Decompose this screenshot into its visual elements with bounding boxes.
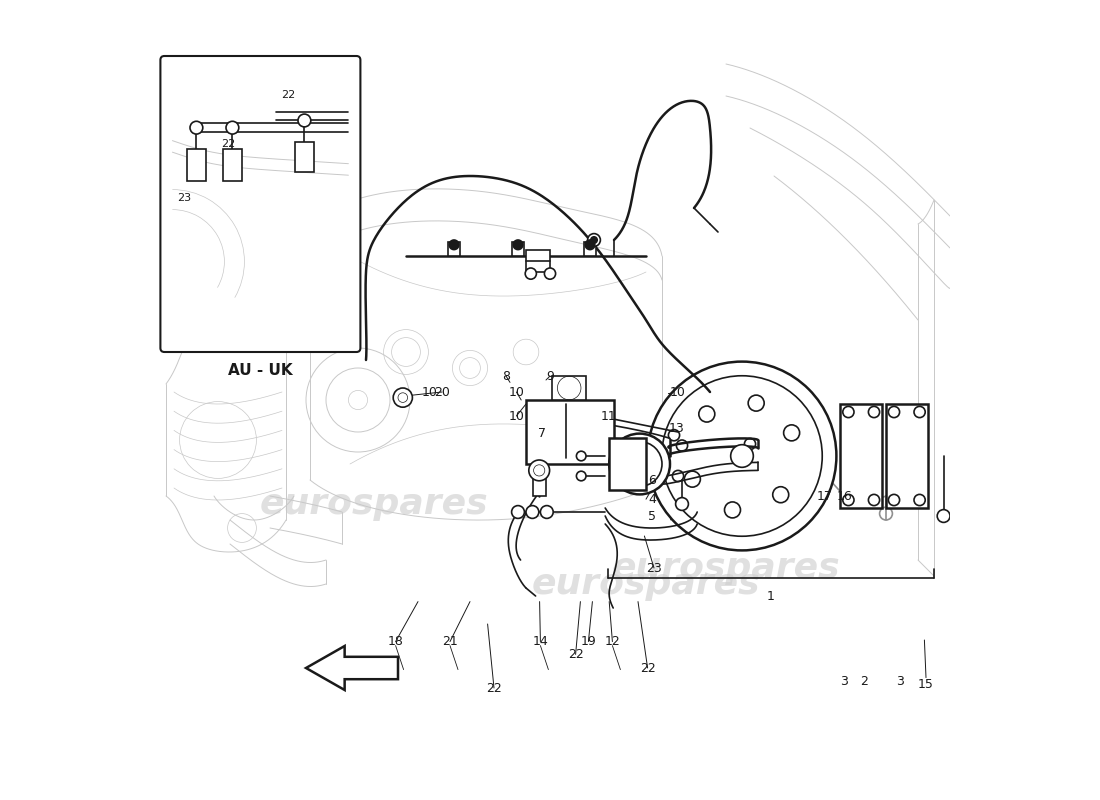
- Text: 13: 13: [669, 422, 684, 434]
- Text: 22: 22: [486, 682, 502, 694]
- Polygon shape: [306, 646, 398, 690]
- Text: 15: 15: [918, 678, 934, 690]
- Text: 16: 16: [836, 490, 852, 502]
- Bar: [886, 404, 927, 508]
- Circle shape: [449, 240, 459, 250]
- Text: 18: 18: [387, 635, 404, 648]
- Bar: [448, 242, 461, 256]
- Text: 19: 19: [581, 635, 596, 648]
- Bar: [223, 149, 242, 181]
- Circle shape: [525, 268, 537, 279]
- Text: 12: 12: [605, 635, 620, 648]
- Text: 22: 22: [282, 90, 296, 99]
- Text: 20: 20: [434, 386, 450, 398]
- Circle shape: [540, 506, 553, 518]
- Text: AU - UK: AU - UK: [228, 363, 293, 378]
- Text: 10: 10: [508, 386, 525, 398]
- Text: 14: 14: [532, 635, 548, 648]
- Text: 8: 8: [502, 370, 510, 382]
- Text: 22: 22: [568, 648, 583, 661]
- Circle shape: [576, 451, 586, 461]
- Text: 1: 1: [767, 590, 774, 602]
- Circle shape: [298, 114, 311, 127]
- Circle shape: [529, 460, 550, 481]
- Text: 21: 21: [442, 635, 458, 648]
- Text: 9: 9: [546, 370, 554, 382]
- Circle shape: [190, 122, 202, 134]
- Circle shape: [544, 268, 556, 279]
- Text: 2: 2: [860, 675, 868, 688]
- Circle shape: [585, 240, 595, 250]
- Circle shape: [591, 237, 597, 243]
- Text: 10: 10: [422, 386, 438, 398]
- Circle shape: [937, 510, 950, 522]
- Bar: [840, 404, 882, 508]
- Text: 22: 22: [640, 662, 656, 674]
- Bar: [584, 242, 596, 256]
- Circle shape: [587, 234, 601, 246]
- Text: 10: 10: [670, 386, 686, 398]
- Text: 23: 23: [646, 562, 662, 574]
- Circle shape: [576, 471, 586, 481]
- Text: eurospares: eurospares: [612, 551, 840, 585]
- Circle shape: [609, 434, 670, 494]
- Bar: [609, 438, 646, 490]
- Text: eurospares: eurospares: [260, 487, 488, 521]
- Text: 17: 17: [816, 490, 833, 502]
- Bar: [295, 142, 313, 172]
- Bar: [552, 376, 586, 400]
- Circle shape: [514, 240, 522, 250]
- Text: 6: 6: [649, 474, 657, 486]
- Text: 3: 3: [840, 675, 848, 688]
- Circle shape: [226, 122, 239, 134]
- Text: 3: 3: [896, 675, 904, 688]
- Bar: [534, 478, 547, 496]
- Circle shape: [512, 506, 525, 518]
- Bar: [187, 149, 206, 181]
- Circle shape: [675, 498, 689, 510]
- Text: 4: 4: [649, 493, 657, 506]
- Circle shape: [526, 506, 539, 518]
- Text: 23: 23: [177, 194, 191, 203]
- FancyBboxPatch shape: [161, 56, 361, 352]
- Circle shape: [730, 445, 754, 467]
- Text: 5: 5: [648, 510, 657, 522]
- Text: 11: 11: [601, 410, 616, 422]
- Bar: [512, 242, 525, 256]
- Text: 7: 7: [538, 427, 546, 440]
- Bar: [526, 400, 614, 464]
- Circle shape: [393, 388, 412, 407]
- Text: eurospares: eurospares: [531, 567, 760, 601]
- Text: 10: 10: [508, 410, 525, 422]
- Bar: [526, 250, 550, 272]
- Circle shape: [648, 362, 836, 550]
- Text: 22: 22: [221, 138, 235, 149]
